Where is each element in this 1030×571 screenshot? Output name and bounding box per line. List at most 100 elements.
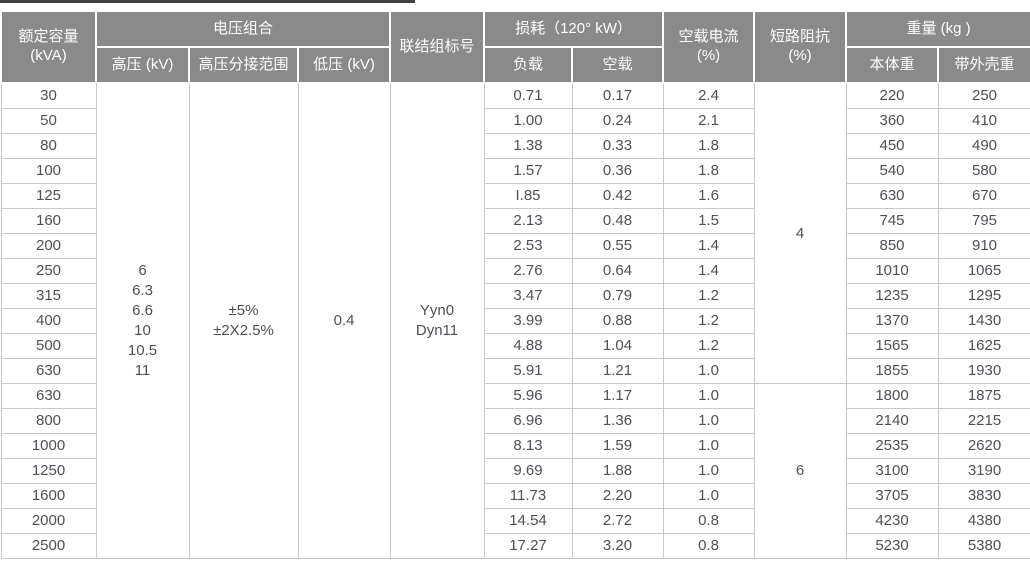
table-row: 100 1.57 0.36 1.8 540 580 xyxy=(0,157,1030,184)
header-row-1: 额定容量 (kVA) 电压组合 联结组标号 损耗（120° kW） 空载电流 (… xyxy=(0,10,1030,84)
cell-body-weight: 5230 xyxy=(845,532,939,559)
header-hv: 高压 (kV) xyxy=(95,46,190,84)
cell-body-weight: 450 xyxy=(845,132,939,159)
cell-shell-weight: 1625 xyxy=(937,332,1030,359)
cell-shell-weight: 1430 xyxy=(937,307,1030,334)
header-no-load-loss: 空载 xyxy=(570,46,665,84)
cell-no-load-loss: 0.64 xyxy=(571,257,664,284)
transformer-spec-table: 额定容量 (kVA) 电压组合 联结组标号 损耗（120° kW） 空载电流 (… xyxy=(0,10,1030,559)
cell-no-load-current: 0.8 xyxy=(662,532,755,559)
cell-no-load-loss: 1.04 xyxy=(571,332,664,359)
cell-rated-capacity: 50 xyxy=(0,107,97,134)
table-row: 2500 17.27 3.20 0.8 5230 5380 xyxy=(0,532,1030,559)
cell-body-weight: 1855 xyxy=(845,357,939,384)
cell-rated-capacity: 1000 xyxy=(0,432,97,459)
cell-load-loss: I.85 xyxy=(483,182,573,209)
cell-body-weight: 4230 xyxy=(845,507,939,534)
table-row: 200 2.53 0.55 1.4 850 910 xyxy=(0,232,1030,259)
header-no-load-current: 空载电流 (%) xyxy=(662,10,756,84)
cell-body-weight: 1010 xyxy=(845,257,939,284)
cell-no-load-loss: 1.36 xyxy=(571,407,664,434)
cell-no-load-loss: 3.20 xyxy=(571,532,664,559)
cell-no-load-loss: 0.17 xyxy=(571,82,664,109)
cell-shell-weight: 2620 xyxy=(937,432,1030,459)
table-row: 315 3.47 0.79 1.2 1235 1295 xyxy=(0,282,1030,309)
cell-no-load-loss: 2.20 xyxy=(571,482,664,509)
cell-load-loss: 14.54 xyxy=(483,507,573,534)
cell-shell-weight: 1875 xyxy=(937,382,1030,409)
cell-no-load-current: 1.4 xyxy=(662,257,755,284)
cell-body-weight: 1370 xyxy=(845,307,939,334)
cell-no-load-current: 1.0 xyxy=(662,357,755,384)
cell-no-load-current: 1.0 xyxy=(662,482,755,509)
cell-shell-weight: 580 xyxy=(937,157,1030,184)
cell-load-loss: 8.13 xyxy=(483,432,573,459)
cell-no-load-loss: 1.21 xyxy=(571,357,664,384)
cell-body-weight: 630 xyxy=(845,182,939,209)
cell-load-loss: 5.96 xyxy=(483,382,573,409)
cell-rated-capacity: 500 xyxy=(0,332,97,359)
cell-load-loss: 1.38 xyxy=(483,132,573,159)
cell-no-load-loss: 2.72 xyxy=(571,507,664,534)
cell-no-load-current: 1.6 xyxy=(662,182,755,209)
cell-load-loss: 1.00 xyxy=(483,107,573,134)
cell-no-load-loss: 0.42 xyxy=(571,182,664,209)
cell-shell-weight: 490 xyxy=(937,132,1030,159)
cell-no-load-loss: 1.17 xyxy=(571,382,664,409)
table-row: 400 3.99 0.88 1.2 1370 1430 xyxy=(0,307,1030,334)
cell-rated-capacity: 100 xyxy=(0,157,97,184)
cell-shell-weight: 795 xyxy=(937,207,1030,234)
top-partial-rule xyxy=(0,0,415,3)
cell-load-loss: 6.96 xyxy=(483,407,573,434)
table-row: 125 I.85 0.42 1.6 630 670 xyxy=(0,182,1030,209)
cell-no-load-current: 1.2 xyxy=(662,282,755,309)
cell-rated-capacity: 125 xyxy=(0,182,97,209)
cell-rated-capacity: 160 xyxy=(0,207,97,234)
cell-rated-capacity: 315 xyxy=(0,282,97,309)
header-voltage-combo: 电压组合 xyxy=(95,10,391,48)
cell-shell-weight: 250 xyxy=(937,82,1030,109)
cell-no-load-loss: 0.48 xyxy=(571,207,664,234)
header-rated-capacity: 额定容量 (kVA) xyxy=(0,10,97,84)
header-weight: 重量 (kg ) xyxy=(845,10,1030,48)
cell-shell-weight: 910 xyxy=(937,232,1030,259)
cell-load-loss: 3.47 xyxy=(483,282,573,309)
cell-rated-capacity: 200 xyxy=(0,232,97,259)
header-loss: 损耗（120° kW） xyxy=(482,10,665,48)
cell-body-weight: 3705 xyxy=(845,482,939,509)
cell-load-loss: 5.91 xyxy=(483,357,573,384)
cell-rated-capacity: 2500 xyxy=(0,532,97,559)
header-lv: 低压 (kV) xyxy=(297,46,391,84)
cell-body-weight: 220 xyxy=(845,82,939,109)
cell-load-loss: 0.71 xyxy=(483,82,573,109)
cell-load-loss: 2.76 xyxy=(483,257,573,284)
cell-load-loss: 11.73 xyxy=(483,482,573,509)
header-vector-group: 联结组标号 xyxy=(389,10,485,84)
cell-no-load-loss: 1.88 xyxy=(571,457,664,484)
cell-load-loss: 2.13 xyxy=(483,207,573,234)
cell-shell-weight: 1930 xyxy=(937,357,1030,384)
cell-load-loss: 3.99 xyxy=(483,307,573,334)
header-impedance: 短路阻抗 (%) xyxy=(753,10,848,84)
cell-no-load-current: 1.8 xyxy=(662,132,755,159)
cell-load-loss: 9.69 xyxy=(483,457,573,484)
cell-body-weight: 360 xyxy=(845,107,939,134)
cell-body-weight: 850 xyxy=(845,232,939,259)
cell-no-load-current: 1.0 xyxy=(662,382,755,409)
cell-rated-capacity: 630 xyxy=(0,357,97,384)
cell-no-load-current: 1.4 xyxy=(662,232,755,259)
cell-load-loss: 1.57 xyxy=(483,157,573,184)
header-load-loss: 负载 xyxy=(483,46,573,84)
cell-no-load-loss: 0.88 xyxy=(571,307,664,334)
cell-body-weight: 2140 xyxy=(845,407,939,434)
table-body: 30 6 6.3 6.6 10 10.5 11 ±5% ±2X2.5% 0.4 Yyn0… xyxy=(0,82,1030,559)
cell-no-load-loss: 1.59 xyxy=(571,432,664,459)
table-row: 1250 9.69 1.88 1.0 3100 3190 xyxy=(0,457,1030,484)
cell-rated-capacity: 30 xyxy=(0,82,97,109)
cell-rated-capacity: 80 xyxy=(0,132,97,159)
cell-shell-weight: 1295 xyxy=(937,282,1030,309)
table-row: 50 1.00 0.24 2.1 360 410 xyxy=(0,107,1030,134)
cell-body-weight: 745 xyxy=(845,207,939,234)
cell-body-weight: 1800 xyxy=(845,382,939,409)
